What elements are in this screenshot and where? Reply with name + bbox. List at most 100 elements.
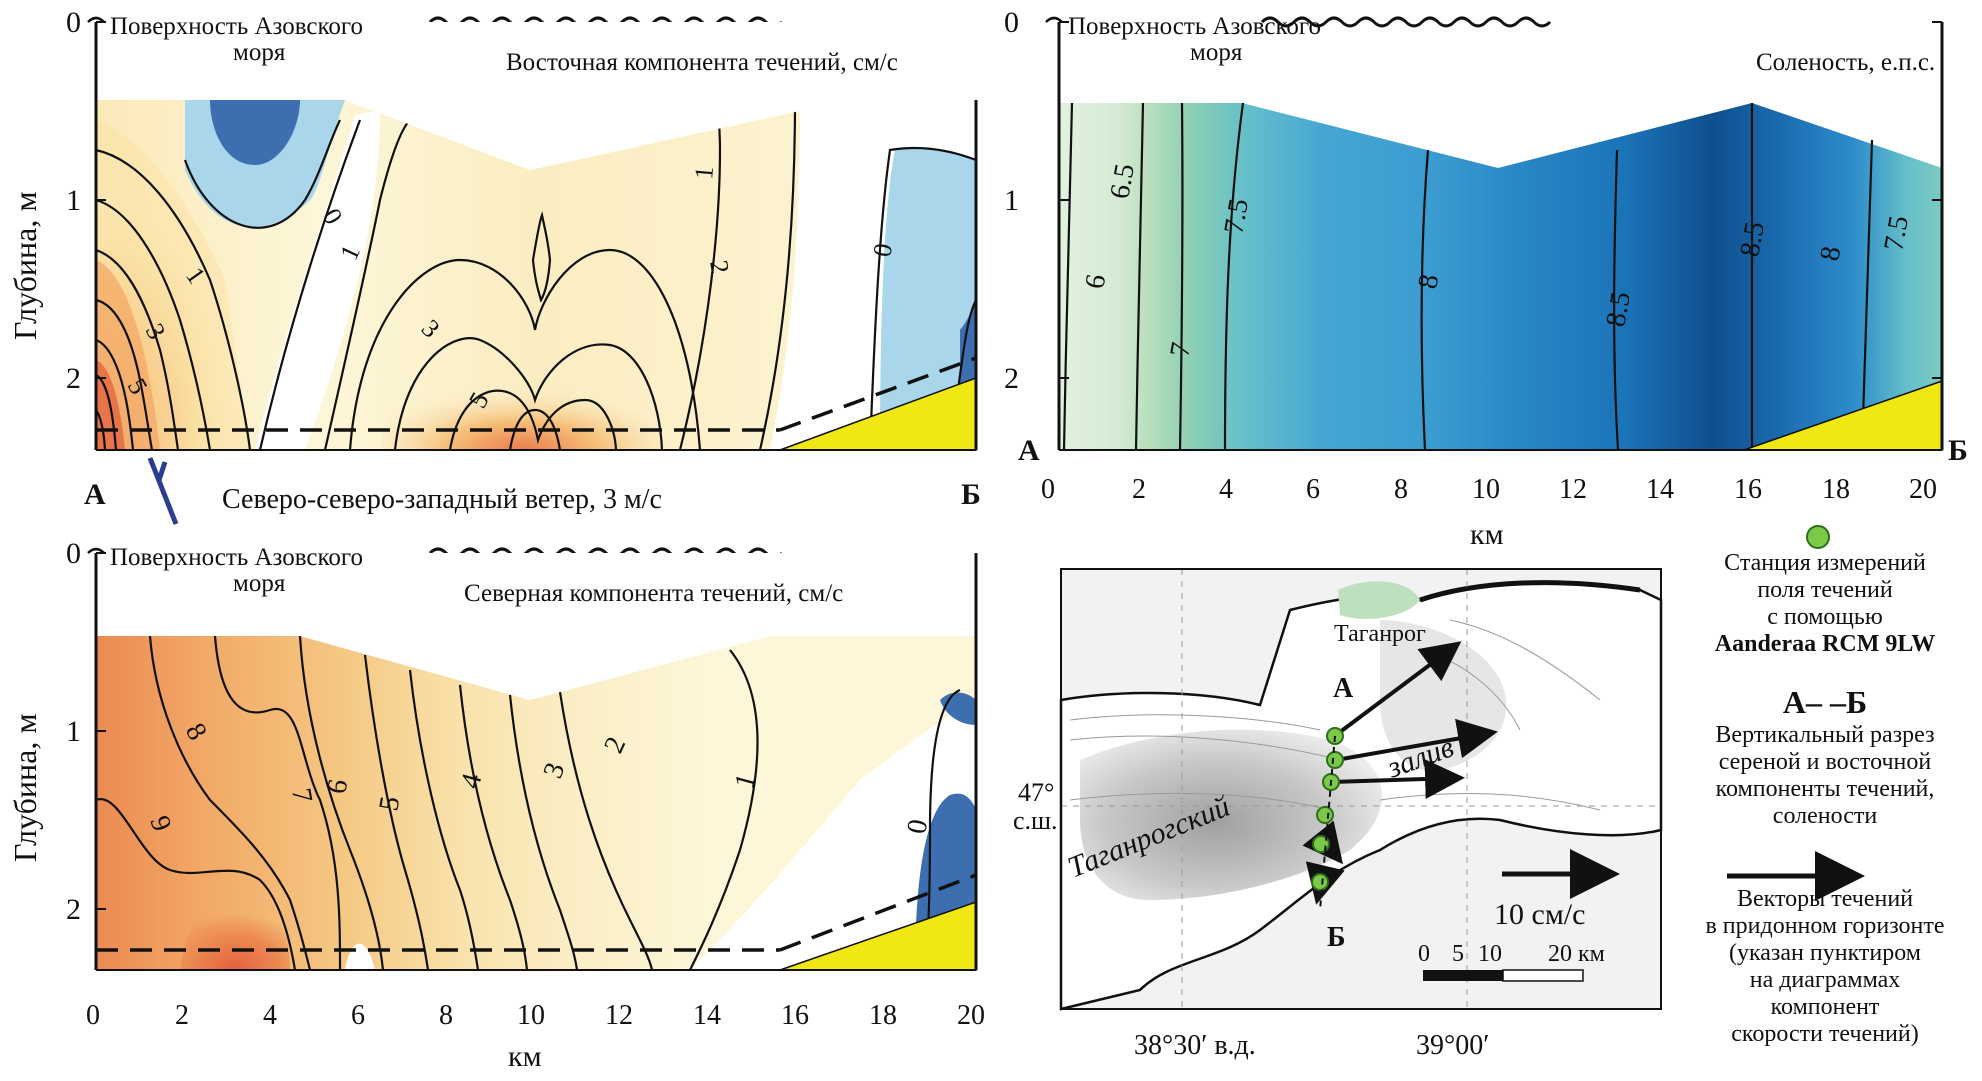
contour-label: 8 [1412, 272, 1445, 291]
surface-label-1: Поверхность Азовского [1068, 13, 1321, 40]
y-tick-1: 1 [66, 184, 81, 217]
y-tick-0: 0 [1004, 6, 1019, 39]
legend-section-symbol: А– –Б [1782, 684, 1868, 720]
y-axis-label: Глубина, м [7, 191, 43, 340]
panel-salinity: 0 1 2 Поверхность Азовского моря Соленос… [1004, 6, 1968, 551]
section-start-label: А [1018, 434, 1040, 467]
wind-indicator: Северо-северо-западный ветер, 3 м/с [147, 457, 662, 525]
contour-label: 2 [704, 258, 735, 276]
map-inset: Таганрог А Б Таганрогский залив 10 см/с … [1059, 568, 1663, 1011]
chart-title: Восточная компонента течений, см/с [506, 49, 898, 76]
y-axis-label: Глубина, м [7, 713, 43, 862]
x-axis-label: км [508, 1040, 542, 1073]
legend-section-line: компоненты течений, [1715, 776, 1935, 802]
contour-label: 6.5 [1104, 161, 1141, 201]
surface-label-2: моря [233, 570, 286, 597]
map-scale-tick: 0 [1418, 941, 1430, 967]
x-tick: 2 [1132, 474, 1146, 505]
section-end-label: Б [1948, 434, 1968, 467]
map-lat-unit: с.ш. [1013, 806, 1058, 835]
wind-label: Северо-северо-западный ветер, 3 м/с [222, 484, 662, 515]
map-scale-tick: 5 [1452, 941, 1464, 967]
x-tick: 4 [263, 1000, 277, 1031]
surface-label-2: моря [1190, 39, 1243, 66]
chart-title: Северная компонента течений, см/с [464, 580, 843, 607]
x-tick: 0 [86, 1000, 100, 1031]
x-tick: 0 [1041, 474, 1055, 505]
x-tick: 2 [175, 1000, 189, 1031]
contour-label: 5 [373, 794, 406, 813]
map-lon-right: 39°00′ [1416, 1030, 1489, 1061]
section-start-label: А [84, 478, 106, 511]
station-marker [1311, 873, 1329, 891]
legend-vector-line: на диаграммах [1749, 967, 1901, 993]
x-axis-label: км [1470, 518, 1504, 551]
contour-label: 7 [285, 786, 318, 805]
legend-section-line: солености [1772, 803, 1878, 829]
map-point-start: А [1333, 673, 1354, 704]
y-tick-0: 0 [66, 6, 81, 39]
legend-station-icon [1806, 525, 1830, 549]
legend-vectors: Векторы течений в придонном горизонте (у… [1680, 886, 1970, 1048]
x-tick: 8 [439, 1000, 453, 1031]
surface-label-1: Поверхность Азовского [110, 544, 363, 571]
x-tick: 4 [1219, 474, 1233, 505]
station-marker [1316, 806, 1334, 824]
legend-vector-line: (указан пунктиром [1728, 940, 1921, 966]
x-tick: 14 [693, 1000, 721, 1031]
x-tick: 16 [781, 1000, 809, 1031]
x-tick: 8 [1394, 474, 1408, 505]
legend-station-line: с помощью [1767, 604, 1883, 630]
chart-title: Соленость, е.п.с. [1756, 49, 1935, 76]
contour-label: 8.5 [1600, 289, 1637, 329]
contour-label: 8.5 [1734, 219, 1771, 259]
y-tick-2: 2 [66, 362, 81, 395]
x-tick: 20 [1909, 474, 1937, 505]
legend-station-line: Станция измерений [1724, 550, 1926, 576]
x-tick: 6 [351, 1000, 365, 1031]
x-tick: 6 [1306, 474, 1320, 505]
y-tick-2: 2 [66, 893, 81, 926]
legend-station-line: Aanderaa RCM 9LW [1714, 631, 1936, 657]
map-city-label: Таганрог [1334, 621, 1426, 647]
legend-station-line: поля течений [1757, 577, 1893, 603]
contour-label: 7 [1164, 340, 1197, 359]
section-end-label: Б [961, 478, 981, 511]
y-tick-1: 1 [1004, 184, 1019, 217]
station-marker [1326, 751, 1344, 769]
map-lon-left: 38°30′ в.д. [1134, 1030, 1256, 1061]
legend-section-line: сереной и восточной [1718, 749, 1932, 775]
panel-east-component: 0 1 2 Глубина, м Поверхность Азовского м… [7, 6, 981, 511]
map-point-end: Б [1327, 922, 1346, 953]
y-tick-2: 2 [1004, 362, 1019, 395]
contour-label: 8 [1814, 244, 1847, 263]
contour-label: 0 [867, 241, 898, 259]
surface-label-2: моря [233, 39, 286, 66]
contour-label: 7.5 [1878, 213, 1915, 253]
legend-vector-line: компонент [1770, 994, 1880, 1020]
map-scale-tick: 20 км [1548, 941, 1605, 967]
contour-label: 0 [901, 817, 934, 836]
contour-label: 6 [1079, 272, 1112, 291]
x-tick: 16 [1734, 474, 1762, 505]
contour-label: 1 [689, 165, 719, 180]
legend-vector-line: скорости течений) [1731, 1021, 1919, 1047]
contour-label: 6 [321, 777, 354, 796]
legend-vector-line: в придонном горизонте [1705, 913, 1945, 939]
y-tick-1: 1 [66, 715, 81, 748]
x-tick: 18 [869, 1000, 897, 1031]
y-tick-0: 0 [66, 537, 81, 570]
x-tick: 14 [1646, 474, 1674, 505]
panel-north-component: 0 1 2 Глубина, м Поверхность Азовского м… [7, 537, 985, 1073]
legend-vector-line: Векторы течений [1736, 886, 1914, 912]
x-tick: 20 [957, 1000, 985, 1031]
x-tick: 10 [517, 1000, 545, 1031]
legend-station: Станция измерений поля течений с помощью… [1680, 550, 1970, 658]
x-tick: 10 [1472, 474, 1500, 505]
x-tick: 12 [1559, 474, 1587, 505]
contour-label: 7.5 [1218, 196, 1255, 236]
x-tick: 18 [1822, 474, 1850, 505]
legend-section: А– –Б Вертикальный разрез сереной и вост… [1680, 682, 1970, 830]
legend-section-line: Вертикальный разрез [1715, 722, 1935, 748]
map-lat-value: 47° [1018, 778, 1054, 807]
